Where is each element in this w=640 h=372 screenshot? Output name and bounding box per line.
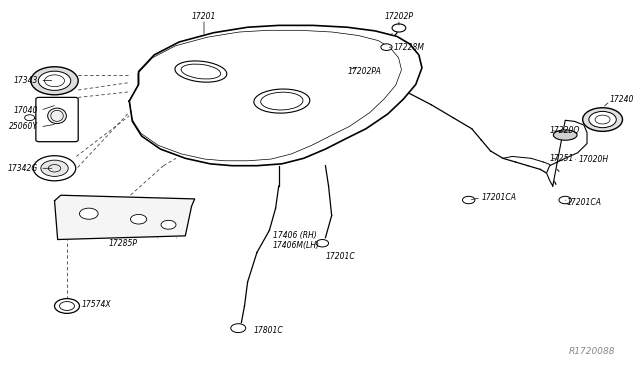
Text: 17406M(LH): 17406M(LH) [273,241,319,250]
Text: 17040: 17040 [13,106,38,115]
Text: 17202P: 17202P [385,12,413,21]
Circle shape [79,208,98,219]
FancyBboxPatch shape [36,97,78,142]
Circle shape [25,115,35,121]
Circle shape [316,240,328,247]
Circle shape [54,299,79,313]
Text: 17801C: 17801C [254,326,284,335]
Polygon shape [129,25,422,166]
Circle shape [589,112,616,128]
Text: 17285P: 17285P [109,239,138,248]
Circle shape [131,214,147,224]
Circle shape [33,156,76,181]
Circle shape [392,24,406,32]
Text: 17201CA: 17201CA [481,193,516,202]
Ellipse shape [175,61,227,82]
Text: 17228M: 17228M [394,43,425,52]
Text: 17220Q: 17220Q [550,126,580,135]
Text: 17240: 17240 [610,95,634,104]
Ellipse shape [48,108,67,124]
Text: 17251: 17251 [550,154,574,163]
Polygon shape [547,120,587,186]
Circle shape [559,196,572,204]
Polygon shape [54,195,195,240]
Circle shape [231,324,246,333]
Text: 17202PA: 17202PA [348,67,381,76]
Ellipse shape [254,89,310,113]
Circle shape [31,67,78,95]
Text: 17342G: 17342G [8,164,38,173]
Circle shape [38,71,71,90]
Circle shape [41,160,68,176]
Text: 17343: 17343 [13,76,38,85]
Circle shape [161,220,176,229]
Text: 17574X: 17574X [81,300,111,310]
Text: R1720088: R1720088 [568,347,615,356]
Text: 25060Y: 25060Y [9,122,38,131]
Text: 17201C: 17201C [326,251,355,261]
Text: 17201: 17201 [192,12,216,21]
Circle shape [463,196,475,204]
Circle shape [582,108,623,131]
Circle shape [381,44,392,51]
Text: 17020H: 17020H [579,155,609,164]
Text: 17201CA: 17201CA [567,198,602,207]
Text: 17406 (RH): 17406 (RH) [273,231,316,240]
Ellipse shape [554,130,577,140]
